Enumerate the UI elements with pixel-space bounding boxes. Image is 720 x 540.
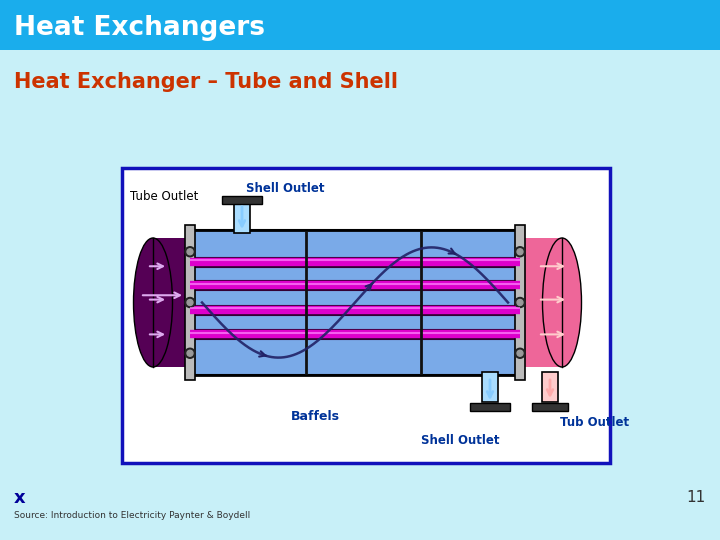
Ellipse shape	[542, 238, 582, 367]
Bar	[185, 225, 195, 380]
Bar	[122, 168, 610, 463]
Bar	[234, 202, 250, 233]
Circle shape	[515, 247, 525, 256]
Bar	[470, 403, 510, 411]
Bar	[190, 230, 520, 375]
Circle shape	[187, 300, 193, 306]
Text: Tube Outlet: Tube Outlet	[130, 190, 199, 202]
Circle shape	[185, 298, 195, 307]
Circle shape	[185, 247, 195, 256]
Text: x: x	[14, 489, 26, 507]
Circle shape	[515, 348, 525, 358]
Circle shape	[515, 298, 525, 307]
Bar	[482, 372, 498, 402]
Text: Heat Exchangers: Heat Exchangers	[14, 15, 265, 41]
Bar	[532, 403, 568, 411]
Circle shape	[517, 350, 523, 356]
Bar	[222, 196, 262, 204]
Bar	[515, 225, 525, 380]
Text: Source: Introduction to Electricity Paynter & Boydell: Source: Introduction to Electricity Payn…	[14, 511, 251, 521]
Text: Tub Outlet: Tub Outlet	[560, 416, 629, 429]
Bar	[542, 372, 558, 402]
Ellipse shape	[133, 238, 173, 367]
Text: 11: 11	[687, 490, 706, 505]
Bar	[520, 238, 562, 367]
Circle shape	[517, 249, 523, 255]
Text: Shell Outlet: Shell Outlet	[420, 434, 499, 447]
Bar	[0, 0, 720, 50]
Text: Heat Exchanger – Tube and Shell: Heat Exchanger – Tube and Shell	[14, 72, 398, 92]
Circle shape	[187, 350, 193, 356]
Circle shape	[185, 348, 195, 358]
Text: Baffels: Baffels	[291, 410, 340, 423]
Circle shape	[187, 249, 193, 255]
Circle shape	[517, 300, 523, 306]
Bar	[153, 238, 195, 367]
Text: Shell Outlet: Shell Outlet	[246, 181, 325, 194]
